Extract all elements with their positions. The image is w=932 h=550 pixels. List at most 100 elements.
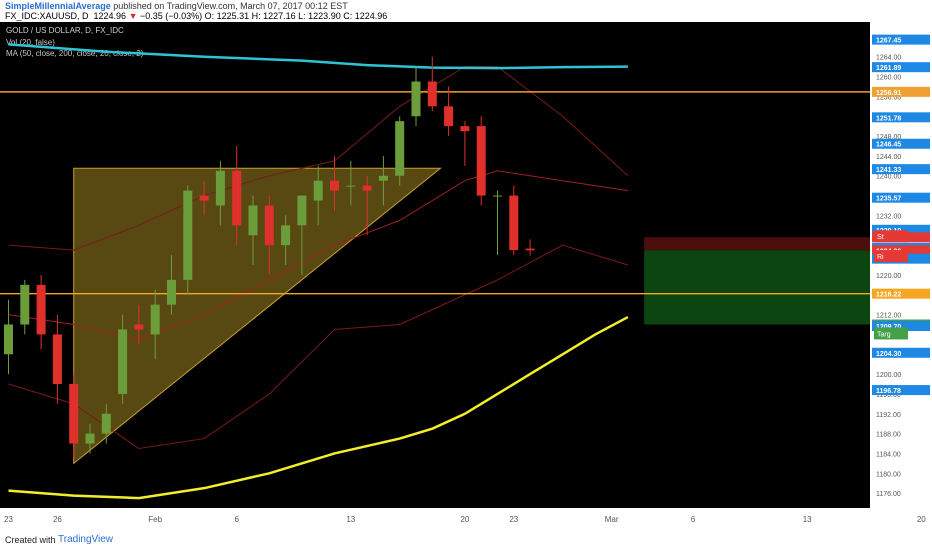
price-badge-label: 1267.45 [876,38,901,45]
bearish-candle [525,248,535,251]
bearish-candle [36,284,46,335]
price-badge [872,288,930,299]
bullish-candle [183,190,193,280]
time-tick-label: 20 [917,515,926,524]
bearish-candle [69,384,79,444]
bearish-candle [330,180,339,191]
price-badge [872,112,930,123]
chart-footer: Created with TradingView [0,532,932,550]
bullish-candle [313,180,323,201]
bullish-candle [411,81,421,117]
change-arrow: ▼ [128,11,138,21]
ma50-line [8,315,629,500]
bullish-candle [118,329,128,394]
price-chart[interactable]: GOLD / US DOLLAR, D, FX_IDC Vol (20, fals… [0,22,932,532]
author-link[interactable]: SimpleMillennialAverage [5,1,111,11]
time-tick-label: 13 [803,515,812,524]
bearish-candle [264,205,274,246]
price-badge [872,138,930,149]
time-tick-label: 23 [509,515,518,524]
time-tick-label: 23 [4,515,13,524]
bullish-candle [281,225,291,246]
price-tick-label: 1220.00 [876,273,901,280]
price-badge-label: 1251.78 [876,115,901,122]
bearish-candle [476,126,486,196]
bearish-candle [427,81,437,107]
price-badge [872,164,930,175]
price-badge [872,320,930,331]
bollinger-lower-line [8,244,629,450]
position-tag-label: Ri [877,254,884,261]
time-tick-label: 20 [460,515,469,524]
legend-entry: Vol (20, false) [6,38,55,47]
publish-info: SimpleMillennialAverage published on Tra… [5,1,348,11]
bullish-candle [150,304,160,335]
time-tick-label: 26 [53,515,62,524]
last-price: 1224.96 [93,11,127,21]
price-tick-label: 1192.00 [876,412,901,419]
price-badge-label: 1196.78 [876,388,901,395]
bullish-candle [85,433,95,444]
bearish-candle [460,126,470,132]
bollinger-middle-line [8,170,628,340]
bearish-candle [52,334,62,385]
time-tick-label: 13 [346,515,355,524]
ascending-triangle-pattern [73,167,442,465]
bullish-candle [395,121,405,176]
price-badge [872,86,930,97]
price-tick-label: 1196.00 [876,392,901,399]
price-tick-label: 1260.00 [876,75,901,82]
price-tick-label: 1240.00 [876,174,901,181]
price-tick-label: 1244.00 [876,154,901,161]
position-tag [874,230,908,243]
change-value: −0.35 (−0.03%) [140,11,203,21]
bearish-candle [134,324,144,330]
position-tag-label: St [877,234,884,241]
chart-title: GOLD / US DOLLAR, D, FX_IDC [6,26,124,35]
bearish-candle [444,106,454,127]
tradingview-logo[interactable]: TradingView [58,534,114,545]
bullish-candle [20,284,30,325]
bullish-candle [101,413,111,434]
price-tick-label: 1200.00 [876,372,901,379]
price-badge-label: 1235.57 [876,196,901,203]
bearish-candle [232,170,242,226]
price-tick-label: 1248.00 [876,134,901,141]
price-tick-label: 1188.00 [876,432,901,439]
price-badge [872,347,930,358]
time-tick-label: Feb [148,515,162,524]
price-axis [870,22,932,532]
price-tick-label: 1184.00 [876,451,901,458]
stop-loss-zone [644,237,932,251]
price-badge-label: 1246.45 [876,142,901,149]
bullish-candle [4,324,13,355]
position-tag [874,327,908,340]
price-tick-label: 1232.00 [876,213,901,220]
price-badge [872,34,930,45]
price-badge [872,192,930,203]
time-axis [0,508,870,532]
price-tick-label: 1212.00 [876,313,901,320]
position-tag [874,250,908,263]
time-tick-label: 6 [234,515,239,524]
position-tag-label: Targ [877,331,891,338]
bullish-candle [248,205,258,236]
symbol-info: FX_IDC:XAUUSD, D 1224.96 ▼ −0.35 (−0.03%… [5,11,387,21]
bearish-candle [199,195,209,201]
price-badge-label: 1261.89 [876,65,901,72]
bullish-candle [493,195,502,197]
price-tick-label: 1256.00 [876,94,901,101]
price-tick-label: 1180.00 [876,471,901,478]
price-badge [872,62,930,73]
chart-area[interactable]: GOLD / US DOLLAR, D, FX_IDC Vol (20, fals… [0,22,932,532]
ma200-line [8,43,628,70]
price-tick-label: 1264.00 [876,55,901,62]
bullish-candle [215,170,225,206]
price-badge-label: 1216.22 [876,292,901,299]
price-badge-label: 1241.33 [876,167,901,174]
created-with-label: Created with [5,535,56,545]
price-badge-label: 1204.30 [876,351,901,358]
bullish-candle [378,175,388,181]
legend-entry: MA (50, close, 200, close, 20, close, 2) [6,49,144,58]
bullish-candle [346,185,356,187]
